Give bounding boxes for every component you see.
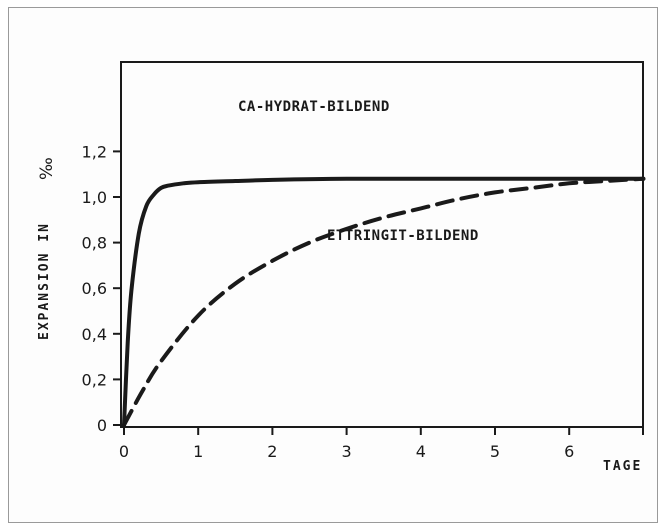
y-axis-label: EXPANSION IN xyxy=(37,222,52,340)
x-axis-ticks: 0 1 2 3 4 5 6 xyxy=(119,427,644,461)
series-curves xyxy=(122,176,646,427)
series-label-ettringit: ETTRINGIT-BILDEND xyxy=(327,228,479,244)
y-axis-ticks: 0 0,2 0,4 0,6 0,8 1,0 1,2 xyxy=(82,142,121,435)
plot-area xyxy=(120,61,644,428)
x-tick-label: 0 xyxy=(119,442,129,461)
figure-frame xyxy=(8,7,658,523)
series-line-ca-hydrat xyxy=(122,176,646,427)
y-tick-label: 0,6 xyxy=(82,279,107,298)
y-tick-label: 0 xyxy=(97,416,107,435)
y-tick-label: 0,4 xyxy=(82,325,107,344)
x-tick-label: 4 xyxy=(416,442,426,461)
series-label-ca-hydrat: CA-HYDRAT-BILDEND xyxy=(238,99,390,115)
y-tick-label: 1,2 xyxy=(82,142,107,161)
y-tick-label: 1,0 xyxy=(82,188,107,207)
x-tick-label: 2 xyxy=(267,442,277,461)
x-axis-label: TAGE xyxy=(603,459,642,474)
y-tick-label: 0,2 xyxy=(82,370,107,389)
series-line-ettringit xyxy=(122,176,646,427)
x-tick-label: 5 xyxy=(490,442,500,461)
x-tick-label: 3 xyxy=(342,442,352,461)
y-tick-label: 0,8 xyxy=(82,234,107,253)
x-tick-label: 1 xyxy=(193,442,203,461)
x-tick-label: 6 xyxy=(564,442,574,461)
y-axis-unit: ‰ xyxy=(37,157,57,180)
